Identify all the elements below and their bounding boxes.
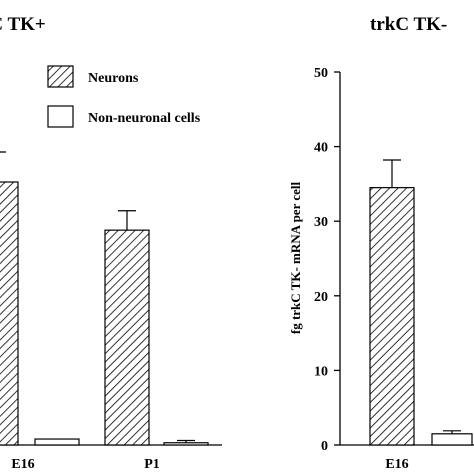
panel-1-x-label-p1: P1 xyxy=(144,457,160,472)
panel-2-bar-e16-neurons xyxy=(369,187,415,446)
panel-2-title: trkC TK- xyxy=(370,14,447,35)
legend-label-neurons: Neurons xyxy=(88,71,139,86)
panel-2-y-tick-label: 20 xyxy=(314,290,328,305)
panel-1-bar-e16-non-neuronal xyxy=(34,438,80,446)
panel-2-y-ticks: 0 10 20 30 40 50 xyxy=(314,66,340,454)
legend: Neurons Non-neuronal cells xyxy=(47,65,201,128)
panel-2-y-tick-label: 10 xyxy=(314,364,328,379)
legend-swatch-non-neuronal xyxy=(47,105,74,128)
panel-1-title: trkC TK+ xyxy=(0,14,46,35)
bars xyxy=(0,159,473,446)
panel-1-bar-e16-neurons xyxy=(0,181,19,446)
panel-2-bar-e16-non-neuronal xyxy=(431,433,473,446)
panel-2-y-tick-label: 40 xyxy=(314,141,328,156)
legend-swatch-neurons xyxy=(47,65,74,88)
panel-2-y-tick-label: 0 xyxy=(321,439,328,454)
legend-label-non-neuronal: Non-neuronal cells xyxy=(88,111,201,126)
panel-2-x-label-e16: E16 xyxy=(385,457,408,472)
panel-2-y-tick-label: 30 xyxy=(314,215,328,230)
panel-2-y-axis-label: fg trkC TK- mRNA per cell xyxy=(288,181,303,334)
panel-1-bar-p1-non-neuronal xyxy=(163,442,209,446)
panel-1-x-label-e16: E16 xyxy=(11,457,34,472)
panel-2-y-tick-label: 50 xyxy=(314,66,328,81)
panel-1-bar-p1-neurons xyxy=(104,229,150,446)
